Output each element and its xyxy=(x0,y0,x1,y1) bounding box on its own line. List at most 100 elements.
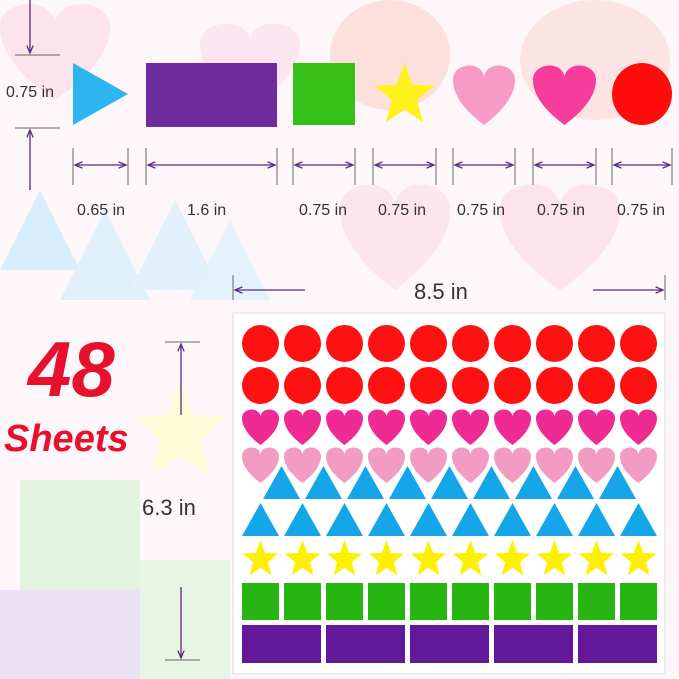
sample-width-label: 0.75 in xyxy=(457,202,506,219)
sheet-triangle-sticker xyxy=(305,466,342,499)
sheet-triangle-sticker xyxy=(578,503,615,536)
background-triangle-decoration xyxy=(0,190,80,270)
sheet-star-sticker xyxy=(536,540,573,576)
sheet-triangle-sticker xyxy=(263,466,300,499)
sheet-circle-sticker xyxy=(410,325,447,362)
sheet-star-sticker xyxy=(284,540,321,576)
sheet-heart-sticker xyxy=(326,409,363,445)
arrowhead xyxy=(293,161,303,169)
sheet-width-label: 8.5 in xyxy=(414,279,468,304)
sheet-circle-sticker xyxy=(494,325,531,362)
arrowhead xyxy=(612,161,622,169)
arrowhead xyxy=(73,161,83,169)
sheet-circle-sticker xyxy=(536,325,573,362)
arrowhead xyxy=(118,161,128,169)
background-star-decoration xyxy=(132,380,228,476)
sheet-triangle-sticker xyxy=(326,503,363,536)
sample-circle-sticker xyxy=(612,63,672,125)
sheet-triangle-sticker xyxy=(599,466,636,499)
sample-width-label: 1.6 in xyxy=(187,202,227,219)
background-triangle-decoration xyxy=(190,220,270,300)
arrowhead xyxy=(453,161,463,169)
background-triangle-decoration xyxy=(130,200,220,290)
sheet-circle-sticker xyxy=(452,367,489,404)
sheet-triangle-sticker xyxy=(347,466,384,499)
sample-star-sticker xyxy=(374,63,435,123)
sheet-heart-sticker xyxy=(242,447,279,483)
sheet-circle-sticker xyxy=(368,367,405,404)
sheet-triangle-sticker xyxy=(284,503,321,536)
background-heart-decoration xyxy=(500,184,620,290)
sheet-star-sticker xyxy=(578,540,615,576)
sheet-heart-sticker xyxy=(452,447,489,483)
sample-width-label: 0.75 in xyxy=(537,202,586,219)
sheet-triangle-sticker xyxy=(473,466,510,499)
sheet-triangle-sticker xyxy=(494,503,531,536)
sheet-square-sticker xyxy=(578,583,615,620)
sheet-heart-sticker xyxy=(410,447,447,483)
sheet-heart-sticker xyxy=(284,447,321,483)
sample-width-label: 0.65 in xyxy=(77,202,126,219)
arrowhead xyxy=(655,286,665,294)
sheet-circle-sticker xyxy=(284,367,321,404)
sheet-square-sticker xyxy=(410,583,447,620)
sheet-circle-sticker xyxy=(578,325,615,362)
sheet-square-sticker xyxy=(494,583,531,620)
sheets-label: Sheets xyxy=(4,418,129,460)
sample-width-label: 0.75 in xyxy=(378,202,427,219)
sheet-triangle-sticker xyxy=(515,466,552,499)
sheet-circle-sticker xyxy=(242,325,279,362)
sheet-rectangle-sticker xyxy=(326,625,405,663)
sheet-circle-sticker xyxy=(368,325,405,362)
sample-square-sticker xyxy=(293,63,355,125)
sheet-heart-sticker xyxy=(326,447,363,483)
sheet-heart-sticker xyxy=(410,409,447,445)
sheet-circle-sticker xyxy=(326,325,363,362)
sheet-rectangle-sticker xyxy=(242,625,321,663)
sheet-circle-sticker xyxy=(578,367,615,404)
sheet-triangle-sticker xyxy=(620,503,657,536)
arrowhead xyxy=(233,286,243,294)
sheet-square-sticker xyxy=(620,583,657,620)
arrowhead xyxy=(533,161,543,169)
sheet-square-sticker xyxy=(536,583,573,620)
sheet-triangle-sticker xyxy=(557,466,594,499)
sheet-heart-sticker xyxy=(536,409,573,445)
sheet-triangle-sticker xyxy=(242,503,279,536)
sheet-triangle-sticker xyxy=(410,503,447,536)
sheet-heart-sticker xyxy=(452,409,489,445)
sheet-circle-sticker xyxy=(242,367,279,404)
sheet-heart-sticker xyxy=(620,409,657,445)
sample-width-label: 0.75 in xyxy=(617,202,666,219)
arrowhead xyxy=(177,342,185,352)
sheet-heart-sticker xyxy=(578,409,615,445)
sheet-square-sticker xyxy=(368,583,405,620)
sheet-circle-sticker xyxy=(620,325,657,362)
sheet-heart-sticker xyxy=(578,447,615,483)
sheet-rectangle-sticker xyxy=(410,625,489,663)
sheet-triangle-sticker xyxy=(452,503,489,536)
sheet-rectangle-sticker xyxy=(578,625,657,663)
sheet-star-sticker xyxy=(326,540,363,576)
arrowhead xyxy=(146,161,156,169)
arrowhead xyxy=(177,650,185,660)
arrowhead xyxy=(373,161,383,169)
arrowhead xyxy=(345,161,355,169)
sheet-square-sticker xyxy=(326,583,363,620)
background-triangle-decoration xyxy=(60,210,150,300)
sheet-heart-sticker xyxy=(620,447,657,483)
sheet-rectangle-sticker xyxy=(494,625,573,663)
arrowhead xyxy=(426,161,436,169)
arrowhead xyxy=(505,161,515,169)
sheet-heart-sticker xyxy=(494,447,531,483)
sheet-triangle-sticker xyxy=(368,503,405,536)
arrowhead xyxy=(662,161,672,169)
sample-heart-sticker xyxy=(453,65,515,125)
sheet-circle-sticker xyxy=(284,325,321,362)
background-heart-decoration xyxy=(340,184,450,290)
arrowhead xyxy=(586,161,596,169)
sheet-star-sticker xyxy=(452,540,489,576)
sheet-circle-sticker xyxy=(536,367,573,404)
sheet-triangle-sticker xyxy=(389,466,426,499)
arrowhead xyxy=(26,128,34,138)
